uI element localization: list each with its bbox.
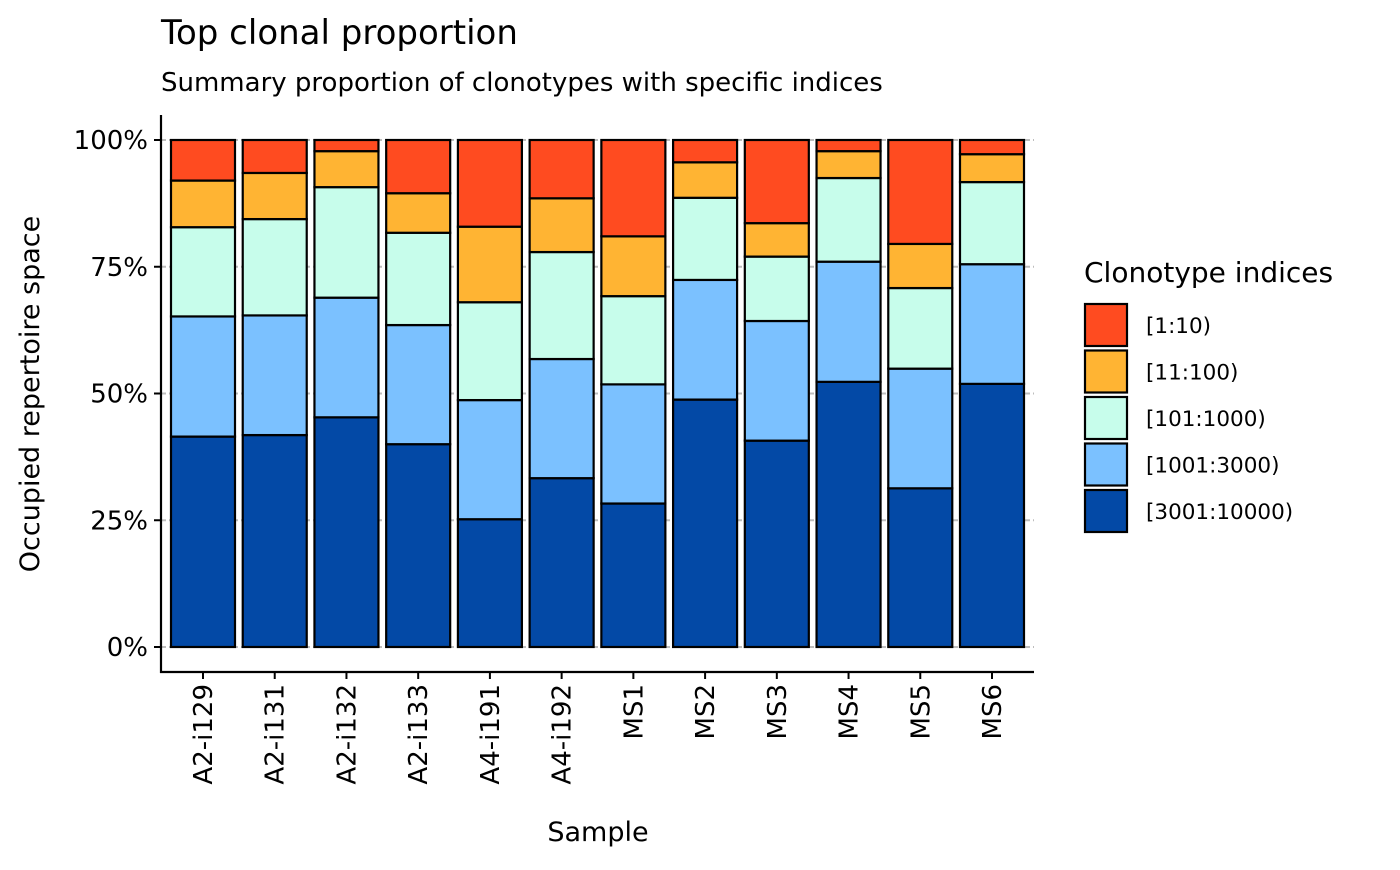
legend-label: [3001:10000) — [1146, 500, 1293, 525]
legend-label: [1001:3000) — [1146, 454, 1279, 479]
y-tick-label: 75% — [90, 253, 148, 283]
bar-segment — [169, 315, 237, 438]
bar-segment — [241, 217, 308, 317]
bar-segment — [528, 477, 595, 649]
x-tick-label: MS2 — [691, 684, 721, 739]
x-tick-label: MS6 — [978, 684, 1008, 739]
bar-segment — [456, 398, 524, 521]
bar-segment — [671, 398, 739, 649]
x-tick-label: A4-i191 — [476, 684, 506, 785]
bar-segment — [456, 518, 524, 649]
bar-segment — [169, 179, 237, 229]
bar-segment — [887, 487, 954, 649]
legend: [1:10) [11:100) [101:1000) [1001:3000) [3001… — [1083, 302, 1293, 534]
x-tick-label: MS1 — [619, 684, 649, 739]
bar-segment — [743, 319, 810, 442]
bar-segment — [958, 382, 1026, 649]
bar-segment — [385, 323, 452, 446]
x-tick-label: A2-i129 — [189, 684, 219, 785]
bar-segment — [313, 150, 380, 189]
x-tick-label: A2-i131 — [261, 684, 291, 785]
x-tick-label: A2-i133 — [404, 684, 434, 785]
legend-key — [1083, 349, 1129, 394]
bar-segment — [958, 180, 1026, 266]
x-tick-label: A2-i132 — [332, 684, 362, 785]
bar-segment — [671, 278, 739, 401]
y-tick-label: 25% — [90, 506, 148, 536]
bar-segment — [600, 138, 667, 238]
bar-segment — [528, 250, 595, 361]
bar-segment — [528, 197, 595, 254]
x-tick-label: A4-i192 — [548, 684, 578, 785]
bar-segment — [600, 502, 667, 649]
bar-segment — [815, 380, 882, 649]
bar-segment — [385, 443, 452, 649]
bar-segment — [241, 433, 308, 649]
bar-segment — [313, 138, 380, 153]
bar-segment — [528, 138, 595, 200]
legend-label: [101:1000) — [1146, 407, 1266, 432]
bar-segment — [313, 416, 380, 649]
legend-key — [1083, 395, 1129, 441]
bar-segment — [815, 150, 882, 180]
bar-segment — [385, 192, 452, 234]
chart-title: Top clonal proportion — [160, 13, 518, 53]
bar-segment — [815, 260, 882, 383]
bar-segment — [528, 357, 595, 480]
y-axis-label: Occupied repertoire space — [15, 216, 46, 573]
bar-segment — [169, 435, 237, 649]
bar-segment — [385, 231, 452, 327]
bar-segment — [958, 138, 1026, 156]
bar-segment — [743, 222, 810, 258]
y-tick-label: 0% — [107, 633, 148, 663]
bar-segment — [743, 439, 810, 649]
bar-segment — [887, 286, 954, 370]
legend-label: [11:100) — [1146, 361, 1238, 386]
bar-segment — [600, 295, 667, 386]
bar-segment — [743, 255, 810, 323]
legend-key — [1083, 442, 1129, 487]
bar-segment — [241, 314, 308, 437]
legend-key — [1083, 488, 1129, 534]
y-tick-label: 50% — [90, 380, 148, 410]
bar-segment — [887, 242, 954, 290]
bar-segment — [815, 176, 882, 263]
legend-label: [1:10) — [1146, 314, 1211, 339]
x-tick-label: MS4 — [835, 684, 865, 739]
bar-segment — [671, 161, 739, 199]
legend-title: Clonotype indices — [1084, 256, 1333, 289]
bar-segment — [169, 138, 237, 182]
bar-segment — [671, 196, 739, 282]
bar-segment — [456, 225, 524, 304]
bar-segment — [671, 138, 739, 164]
axes: 0% 25% 50% 75% 100% A2-i129 A2-i131 A2-i132 A2-i… — [74, 115, 1034, 785]
bar-segment — [313, 186, 380, 299]
legend-key — [1083, 302, 1129, 348]
bar-segment — [169, 226, 237, 318]
bar-segment — [958, 153, 1026, 184]
bar-segment — [743, 138, 810, 225]
bar-segment — [241, 138, 308, 175]
bar-segment — [887, 138, 954, 246]
bar-segment — [600, 383, 667, 505]
x-tick-label: MS3 — [763, 684, 793, 739]
bar-segment — [241, 171, 308, 221]
y-tick-label: 100% — [74, 126, 148, 156]
bar-segment — [456, 138, 524, 228]
bar-segment — [456, 301, 524, 402]
bar-segment — [385, 138, 452, 195]
x-tick-label: MS5 — [906, 684, 936, 739]
bar-segment — [815, 138, 882, 153]
bar-segment — [887, 367, 954, 490]
x-axis-label: Sample — [547, 817, 648, 848]
bar-segment — [600, 235, 667, 298]
bar-segment — [958, 263, 1026, 385]
chart-subtitle: Summary proportion of clonotypes with sp… — [161, 68, 883, 98]
bars — [169, 138, 1026, 649]
bar-segment — [313, 296, 380, 419]
